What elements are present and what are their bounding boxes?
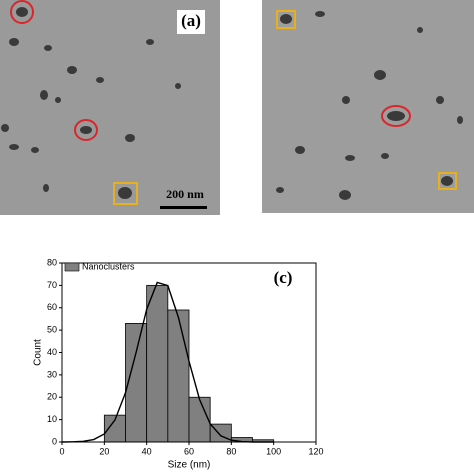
bar bbox=[167, 309, 190, 443]
x-tick-label: 100 bbox=[266, 446, 281, 456]
histogram-panel: 0 20 40 60 80 100 120 0 10 20 30 40 50 60 70 80 Size (nm… bbox=[33, 257, 324, 470]
x-tick-label: 20 bbox=[99, 446, 109, 456]
legend-swatch bbox=[64, 262, 80, 272]
y-tick-label: 0 bbox=[52, 436, 57, 446]
tem-image-a: (a) 200 nm bbox=[0, 0, 220, 215]
y-tick-label: 20 bbox=[47, 392, 57, 402]
y-tick-label: 50 bbox=[47, 325, 57, 335]
y-tick-label: 30 bbox=[47, 369, 57, 379]
fit-curve bbox=[61, 281, 274, 443]
x-tick-label: 0 bbox=[59, 446, 64, 456]
x-tick-label: 60 bbox=[184, 446, 194, 456]
panel-label: (c) bbox=[274, 268, 293, 287]
x-tick-label: 80 bbox=[226, 446, 236, 456]
x-axis-label: Size (nm) bbox=[168, 460, 211, 471]
y-tick-label: 40 bbox=[47, 347, 57, 357]
y-tick-label: 60 bbox=[47, 302, 57, 312]
y-tick-label: 80 bbox=[47, 257, 57, 267]
x-tick-label: 120 bbox=[308, 446, 323, 456]
bar bbox=[188, 396, 211, 443]
scale-bar-label: 200 nm bbox=[166, 187, 204, 201]
tem-image-b bbox=[262, 0, 474, 213]
y-tick-label: 10 bbox=[47, 414, 57, 424]
y-axis-label: Count bbox=[33, 339, 44, 366]
x-tick-label: 40 bbox=[142, 446, 152, 456]
panel-label: (a) bbox=[181, 11, 201, 30]
legend-label: Nanoclusters bbox=[82, 261, 135, 271]
y-tick-label: 70 bbox=[47, 280, 57, 290]
bar bbox=[146, 284, 169, 443]
